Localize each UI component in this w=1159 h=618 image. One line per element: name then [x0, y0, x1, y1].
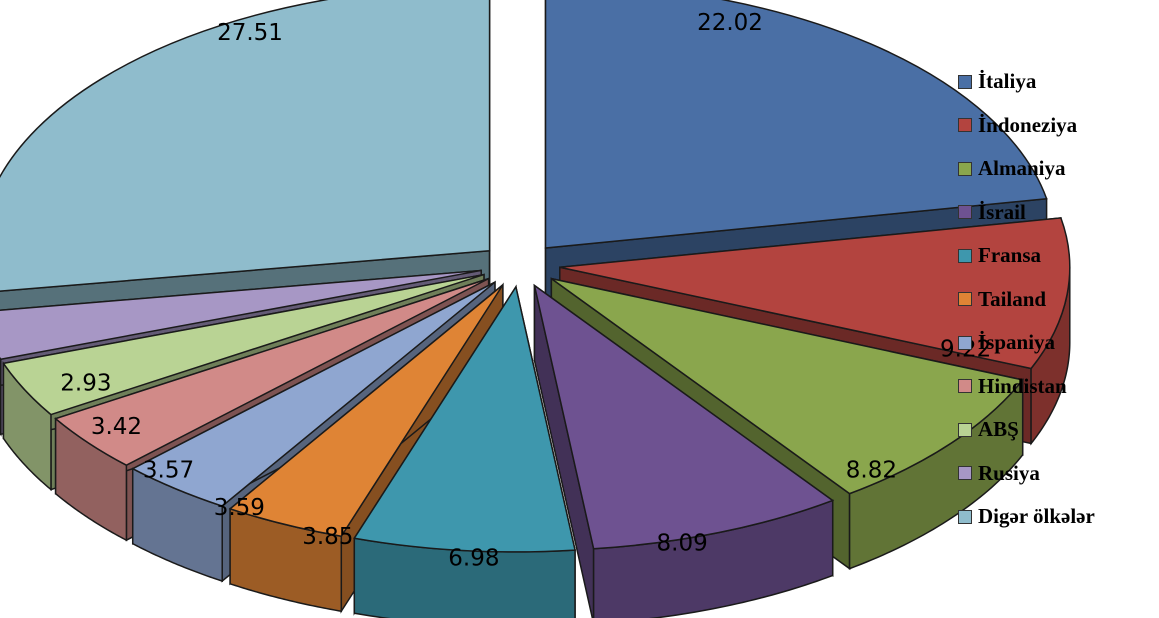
- data-label-10: 27.51: [217, 20, 283, 46]
- slice-top-1: [559, 217, 1071, 370]
- slice-top-9: [0, 269, 482, 361]
- data-label-8: 3.42: [91, 414, 142, 440]
- slice-top-4: [353, 284, 576, 553]
- legend-item: İtaliya: [958, 60, 1095, 104]
- legend-swatch: [958, 379, 972, 394]
- data-label-6: 3.59: [214, 495, 265, 521]
- legend-swatch: [958, 466, 972, 481]
- slice-top-5: [228, 284, 504, 538]
- legend-swatch: [958, 248, 972, 263]
- pie-slice-4: [353, 284, 576, 618]
- legend-label: Digər ölkələr: [978, 504, 1095, 529]
- legend-item: Almaniya: [958, 147, 1095, 191]
- legend-label: ABŞ: [978, 417, 1019, 442]
- legend-label: İtaliya: [978, 69, 1037, 94]
- slice-rim-9: [0, 356, 2, 437]
- legend-label: Hindistan: [978, 373, 1067, 398]
- legend-swatch: [958, 335, 972, 350]
- legend-swatch: [958, 422, 972, 437]
- legend-label: Fransa: [978, 243, 1041, 268]
- legend-item: İndoneziya: [958, 104, 1095, 148]
- legend-label: İndoneziya: [978, 112, 1078, 137]
- slice-top-10: [0, 0, 491, 292]
- legend-label: İspaniya: [978, 330, 1056, 355]
- data-label-5: 3.85: [302, 524, 353, 550]
- legend-item: İspaniya: [958, 321, 1095, 365]
- legend-swatch: [958, 292, 972, 307]
- legend-item: Fransa: [958, 234, 1095, 278]
- slice-top-6: [131, 281, 496, 507]
- legend-swatch: [958, 161, 972, 176]
- slice-top-0: [544, 0, 1048, 249]
- legend-item: Digər ölkələr: [958, 495, 1095, 539]
- data-label-3: 8.09: [657, 531, 708, 557]
- legend-item: Hindistan: [958, 365, 1095, 409]
- legend-label: İsrail: [978, 199, 1026, 224]
- legend-item: ABŞ: [958, 408, 1095, 452]
- data-label-9: 2.93: [60, 370, 111, 396]
- data-label-7: 3.57: [143, 458, 194, 484]
- pie-slice-3: [533, 283, 835, 618]
- legend-swatch: [958, 74, 972, 89]
- legend-label: Tailand: [978, 286, 1047, 311]
- data-label-0: 22.02: [697, 10, 763, 36]
- legend: İtaliya İndoneziya Almaniya İsrail Fransa Tai…: [958, 60, 1095, 539]
- legend-swatch: [958, 509, 972, 524]
- legend-swatch: [958, 118, 972, 133]
- legend-item: Tailand: [958, 278, 1095, 322]
- slice-top-8: [2, 273, 485, 416]
- legend-swatch: [958, 205, 972, 220]
- legend-label: Almaniya: [978, 156, 1066, 181]
- slice-top-7: [54, 277, 489, 467]
- slice-top-3: [533, 283, 835, 550]
- data-label-4: 6.98: [448, 545, 499, 571]
- legend-label: Rusiya: [978, 460, 1040, 485]
- legend-item: Rusiya: [958, 452, 1095, 496]
- data-label-2: 8.82: [846, 458, 897, 484]
- legend-item: İsrail: [958, 191, 1095, 235]
- slice-top-2: [550, 277, 1025, 495]
